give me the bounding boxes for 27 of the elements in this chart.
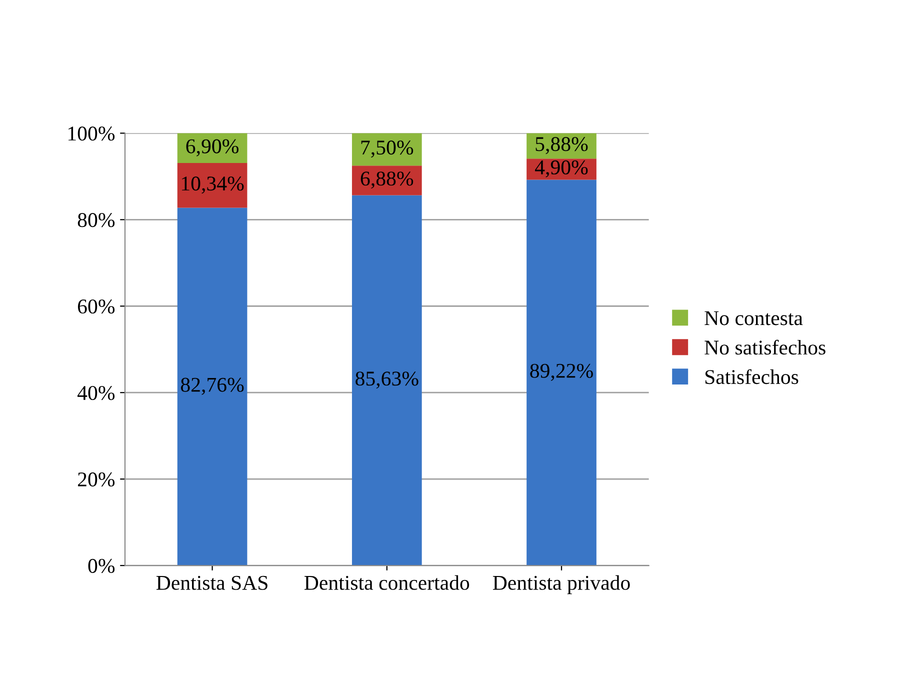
data-label: 6,88% [360, 172, 414, 189]
data-label: 82,76% [180, 378, 244, 395]
data-label: 89,22% [530, 364, 593, 381]
data-label: 10,34% [182, 176, 244, 194]
data-label: 85,63% [356, 372, 418, 389]
y-tick-label: 100% [68, 126, 115, 141]
data-label: 4,90% [535, 160, 588, 178]
y-tick-label: 80% [78, 213, 115, 228]
bar [352, 166, 422, 196]
bar [352, 195, 422, 566]
y-tick-label: 60% [78, 299, 115, 314]
bar [526, 180, 596, 566]
data-label: 6,90% [186, 139, 238, 156]
bar [177, 163, 248, 208]
data-label: 5,88% [536, 137, 588, 154]
legend-label: No satisfechos [704, 340, 826, 355]
bar [177, 208, 248, 566]
y-tick-label: 0% [88, 558, 115, 574]
y-tick-label: 40% [77, 386, 115, 400]
data-label: 7,50% [361, 140, 414, 158]
legend-label: No contesta [704, 311, 803, 326]
x-tick-label: Dentista concertado [304, 575, 470, 590]
y-tick-label: 20% [78, 472, 115, 487]
bar [352, 133, 422, 166]
x-tick-label: Dentista SAS [156, 576, 268, 590]
legend-label: Satisfechos [705, 369, 798, 384]
x-tick-label: Dentista privado [492, 575, 630, 594]
